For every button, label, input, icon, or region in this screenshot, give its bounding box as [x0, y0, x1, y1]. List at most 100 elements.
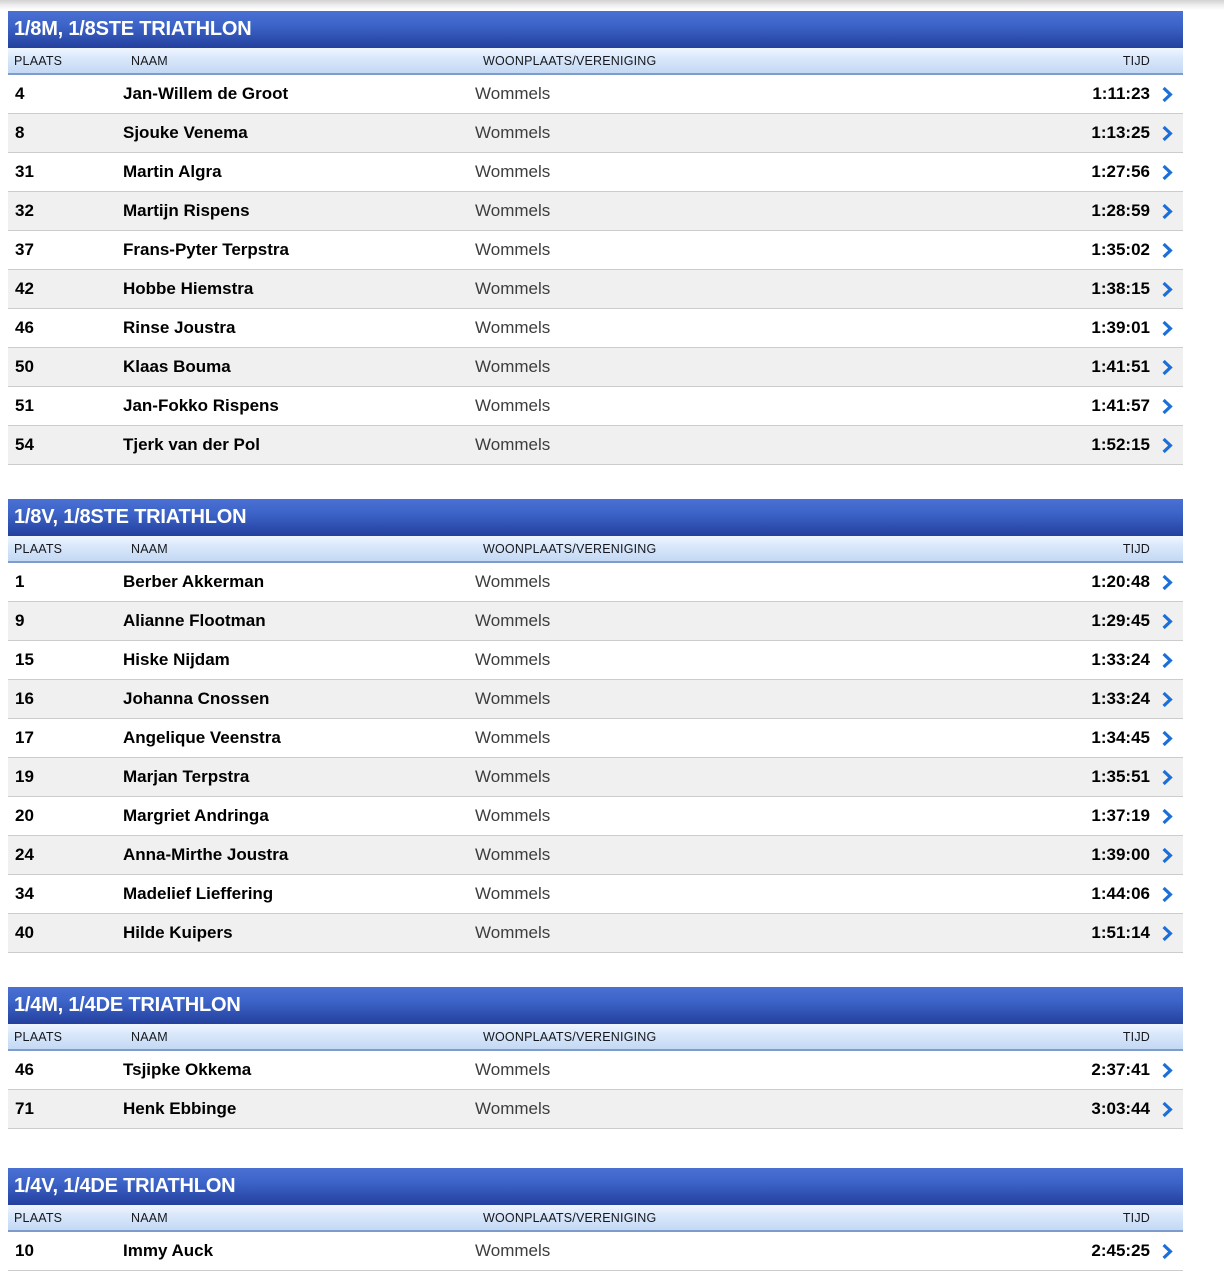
- table-row[interactable]: 4 Jan-Willem de Groot Wommels 1:11:23: [8, 75, 1183, 114]
- chevron-right-icon[interactable]: [1150, 730, 1183, 747]
- cell-naam: Klaas Bouma: [123, 357, 231, 376]
- results-section: 1/4M, 1/4DE TRIATHLON PLAATS NAAM WOONPL…: [8, 987, 1183, 1129]
- table-row[interactable]: 16 Johanna Cnossen Wommels 1:33:24: [8, 680, 1183, 719]
- table-row[interactable]: 8 Sjouke Venema Wommels 1:13:25: [8, 114, 1183, 153]
- cell-tijd: 1:41:51: [1091, 357, 1150, 376]
- chevron-right-icon[interactable]: [1150, 164, 1183, 181]
- table-row[interactable]: 31 Martin Algra Wommels 1:27:56: [8, 153, 1183, 192]
- section-title: 1/8V, 1/8STE TRIATHLON: [8, 499, 1183, 536]
- cell-naam: Madelief Lieffering: [123, 884, 274, 903]
- cell-woonplaats: Wommels: [475, 396, 551, 415]
- table-row[interactable]: 46 Rinse Joustra Wommels 1:39:01: [8, 309, 1183, 348]
- cell-tijd: 1:35:02: [1091, 240, 1150, 259]
- column-header-row: PLAATS NAAM WOONPLAATS/VERENIGING TIJD: [8, 1205, 1183, 1232]
- cell-plaats: 42: [15, 279, 34, 298]
- cell-woonplaats: Wommels: [475, 767, 551, 786]
- chevron-right-icon[interactable]: [1150, 691, 1183, 708]
- chevron-right-icon[interactable]: [1150, 437, 1183, 454]
- column-header-naam: NAAM: [131, 541, 168, 556]
- cell-woonplaats: Wommels: [475, 923, 551, 942]
- table-row[interactable]: 15 Hiske Nijdam Wommels 1:33:24: [8, 641, 1183, 680]
- table-row[interactable]: 1 Berber Akkerman Wommels 1:20:48: [8, 563, 1183, 602]
- cell-plaats: 46: [15, 318, 34, 337]
- cell-naam: Sjouke Venema: [123, 123, 248, 142]
- column-header-plaats: PLAATS: [14, 1029, 63, 1044]
- cell-naam: Rinse Joustra: [123, 318, 236, 337]
- table-row[interactable]: 46 Tsjipke Okkema Wommels 2:37:41: [8, 1051, 1183, 1090]
- cell-tijd: 1:13:25: [1091, 123, 1150, 142]
- chevron-right-icon[interactable]: [1150, 1101, 1183, 1118]
- column-header-woonplaats: WOONPLAATS/VERENIGING: [483, 53, 657, 68]
- chevron-right-icon[interactable]: [1150, 652, 1183, 669]
- column-header-tijd: TIJD: [1122, 1029, 1150, 1044]
- chevron-right-icon[interactable]: [1150, 281, 1183, 298]
- table-rows: 1 Berber Akkerman Wommels 1:20:48 9 Alia…: [8, 563, 1183, 953]
- cell-plaats: 54: [15, 435, 34, 454]
- section-title: 1/8M, 1/8STE TRIATHLON: [8, 11, 1183, 48]
- cell-naam: Jan-Willem de Groot: [123, 84, 289, 103]
- cell-plaats: 31: [15, 162, 34, 181]
- table-row[interactable]: 32 Martijn Rispens Wommels 1:28:59: [8, 192, 1183, 231]
- chevron-right-icon[interactable]: [1150, 613, 1183, 630]
- cell-naam: Henk Ebbinge: [123, 1099, 237, 1118]
- table-row[interactable]: 54 Tjerk van der Pol Wommels 1:52:15: [8, 426, 1183, 465]
- cell-plaats: 16: [15, 689, 34, 708]
- column-header-woonplaats: WOONPLAATS/VERENIGING: [483, 1210, 657, 1225]
- cell-naam: Tsjipke Okkema: [123, 1060, 252, 1079]
- table-row[interactable]: 20 Margriet Andringa Wommels 1:37:19: [8, 797, 1183, 836]
- cell-plaats: 20: [15, 806, 34, 825]
- table-row[interactable]: 71 Henk Ebbinge Wommels 3:03:44: [8, 1090, 1183, 1129]
- chevron-right-icon[interactable]: [1150, 847, 1183, 864]
- chevron-right-icon[interactable]: [1150, 1243, 1183, 1260]
- cell-plaats: 34: [15, 884, 34, 903]
- cell-plaats: 50: [15, 357, 34, 376]
- chevron-right-icon[interactable]: [1150, 769, 1183, 786]
- chevron-right-icon[interactable]: [1150, 574, 1183, 591]
- chevron-right-icon[interactable]: [1150, 359, 1183, 376]
- chevron-right-icon[interactable]: [1150, 398, 1183, 415]
- cell-naam: Martijn Rispens: [123, 201, 250, 220]
- cell-naam: Martin Algra: [123, 162, 222, 181]
- table-row[interactable]: 37 Frans-Pyter Terpstra Wommels 1:35:02: [8, 231, 1183, 270]
- cell-naam: Hobbe Hiemstra: [123, 279, 254, 298]
- table-row[interactable]: 19 Marjan Terpstra Wommels 1:35:51: [8, 758, 1183, 797]
- table-row[interactable]: 42 Hobbe Hiemstra Wommels 1:38:15: [8, 270, 1183, 309]
- table-rows: 10 Immy Auck Wommels 2:45:25: [8, 1232, 1183, 1271]
- table-row[interactable]: 40 Hilde Kuipers Wommels 1:51:14: [8, 914, 1183, 953]
- table-row[interactable]: 24 Anna-Mirthe Joustra Wommels 1:39:00: [8, 836, 1183, 875]
- table-row[interactable]: 10 Immy Auck Wommels 2:45:25: [8, 1232, 1183, 1271]
- table-row[interactable]: 9 Alianne Flootman Wommels 1:29:45: [8, 602, 1183, 641]
- cell-woonplaats: Wommels: [475, 357, 551, 376]
- table-row[interactable]: 51 Jan-Fokko Rispens Wommels 1:41:57: [8, 387, 1183, 426]
- chevron-right-icon[interactable]: [1150, 242, 1183, 259]
- cell-naam: Immy Auck: [123, 1241, 214, 1260]
- table-row[interactable]: 50 Klaas Bouma Wommels 1:41:51: [8, 348, 1183, 387]
- chevron-right-icon[interactable]: [1150, 886, 1183, 903]
- cell-naam: Alianne Flootman: [123, 611, 266, 630]
- chevron-right-icon[interactable]: [1150, 808, 1183, 825]
- cell-woonplaats: Wommels: [475, 806, 551, 825]
- cell-naam: Hilde Kuipers: [123, 923, 233, 942]
- cell-woonplaats: Wommels: [475, 123, 551, 142]
- cell-plaats: 40: [15, 923, 34, 942]
- chevron-right-icon[interactable]: [1150, 925, 1183, 942]
- cell-tijd: 1:35:51: [1091, 767, 1150, 786]
- cell-tijd: 1:52:15: [1091, 435, 1150, 454]
- column-header-tijd: TIJD: [1122, 1210, 1150, 1225]
- cell-woonplaats: Wommels: [475, 845, 551, 864]
- cell-woonplaats: Wommels: [475, 201, 551, 220]
- cell-tijd: 1:51:14: [1091, 923, 1150, 942]
- chevron-right-icon[interactable]: [1150, 320, 1183, 337]
- cell-naam: Johanna Cnossen: [123, 689, 270, 708]
- chevron-right-icon[interactable]: [1150, 1062, 1183, 1079]
- column-header-plaats: PLAATS: [14, 53, 63, 68]
- cell-woonplaats: Wommels: [475, 162, 551, 181]
- cell-plaats: 32: [15, 201, 34, 220]
- cell-naam: Anna-Mirthe Joustra: [123, 845, 289, 864]
- chevron-right-icon[interactable]: [1150, 203, 1183, 220]
- cell-tijd: 1:27:56: [1091, 162, 1150, 181]
- chevron-right-icon[interactable]: [1150, 86, 1183, 103]
- chevron-right-icon[interactable]: [1150, 125, 1183, 142]
- table-row[interactable]: 34 Madelief Lieffering Wommels 1:44:06: [8, 875, 1183, 914]
- table-row[interactable]: 17 Angelique Veenstra Wommels 1:34:45: [8, 719, 1183, 758]
